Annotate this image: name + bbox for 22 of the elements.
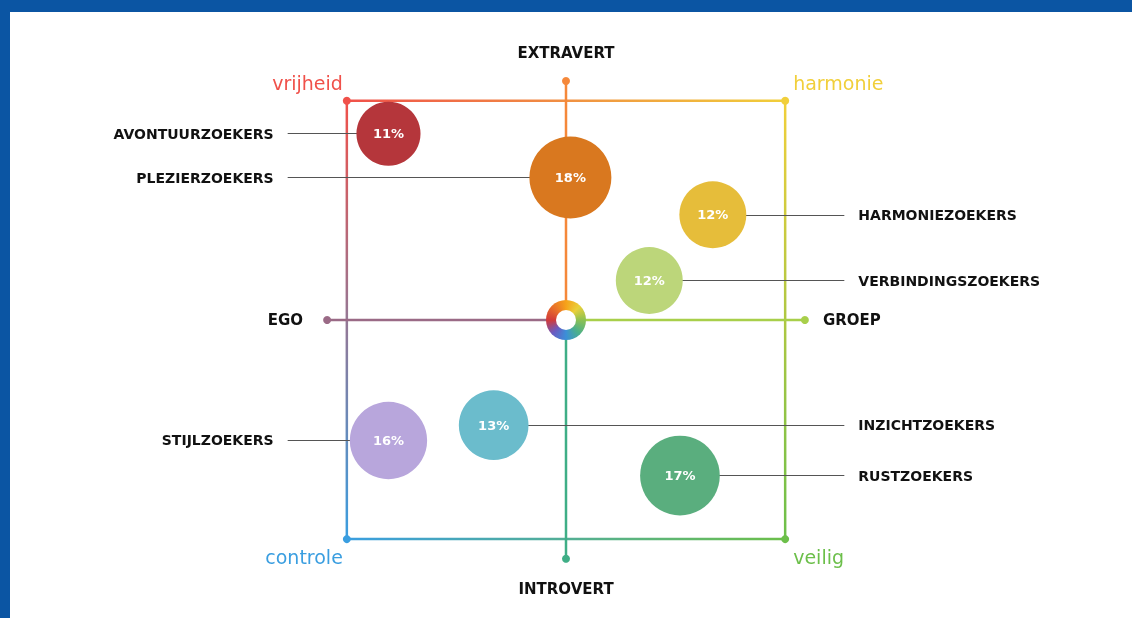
data-label: 16% bbox=[372, 432, 405, 448]
category-label: INZICHTZOEKERS bbox=[858, 417, 996, 434]
text: EXTRAVERT bbox=[517, 44, 616, 63]
text: vrijheid bbox=[272, 71, 343, 94]
category-label: VERBINDINGSZOEKERS bbox=[858, 272, 1041, 289]
data-label: 13% bbox=[478, 417, 510, 433]
category-label: HARMONIEZOEKERS bbox=[858, 206, 1017, 223]
text: EGO bbox=[267, 310, 304, 329]
category-label: RUSTZOEKERS bbox=[858, 467, 974, 484]
data-label: 12% bbox=[633, 273, 665, 289]
text: harmonie bbox=[793, 71, 884, 94]
data-label: 11% bbox=[372, 126, 405, 142]
data-label: 17% bbox=[664, 468, 696, 484]
data-label: 18% bbox=[554, 170, 586, 186]
text: GROEP bbox=[822, 310, 881, 329]
category-label: PLEZIERZOEKERS bbox=[136, 169, 274, 186]
text: controle bbox=[265, 546, 343, 569]
category-label: STIJLZOEKERS bbox=[161, 432, 274, 449]
data-label: 12% bbox=[697, 207, 729, 223]
category-label: AVONTUURZOEKERS bbox=[113, 125, 274, 142]
text: veilig bbox=[793, 546, 845, 569]
text: INTROVERT bbox=[518, 579, 615, 598]
